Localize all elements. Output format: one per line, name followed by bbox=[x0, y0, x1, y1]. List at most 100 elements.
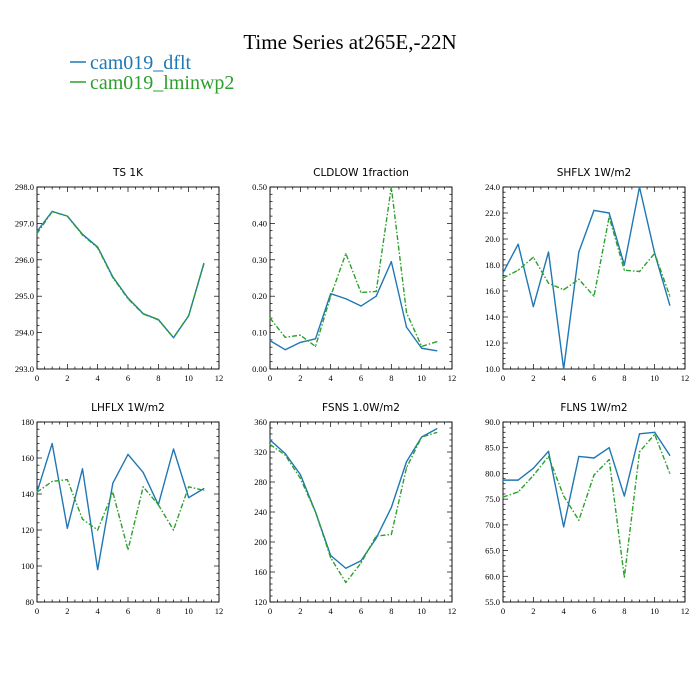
data-point-cam019_lminwp2 bbox=[36, 491, 38, 493]
data-point-cam019_dflt bbox=[299, 341, 301, 344]
y-tick-label: 360 bbox=[254, 417, 267, 427]
x-tick-label: 12 bbox=[448, 606, 457, 616]
data-point-cam019_dflt bbox=[127, 453, 129, 455]
data-point-cam019_dflt bbox=[97, 569, 99, 571]
series-line-cam019_dflt bbox=[269, 428, 438, 569]
data-point-cam019_lminwp2 bbox=[269, 443, 271, 446]
data-point-cam019_lminwp2 bbox=[436, 431, 438, 434]
y-tick-label: 10.0 bbox=[485, 364, 500, 374]
data-point-cam019_lminwp2 bbox=[330, 557, 332, 559]
data-point-cam019_dflt bbox=[578, 455, 580, 458]
series-line-cam019_lminwp2 bbox=[502, 216, 671, 297]
x-tick-label: 4 bbox=[96, 606, 101, 616]
legend: cam019_dflt cam019_lminwp2 bbox=[70, 52, 234, 94]
data-point-cam019_lminwp2 bbox=[623, 576, 625, 578]
series-line-cam019_dflt bbox=[269, 260, 437, 352]
x-tick-label: 6 bbox=[359, 373, 363, 383]
data-point-cam019_dflt bbox=[608, 447, 610, 449]
y-tick-label: 0.30 bbox=[252, 255, 267, 265]
data-point-cam019_dflt bbox=[345, 567, 347, 569]
data-point-cam019_lminwp2 bbox=[360, 291, 362, 294]
y-tick-label: 140 bbox=[21, 489, 34, 499]
x-tick-label: 0 bbox=[268, 606, 272, 616]
data-point-cam019_dflt bbox=[421, 347, 423, 349]
y-tick-label: 80 bbox=[26, 597, 35, 607]
data-point-cam019_lminwp2 bbox=[593, 474, 595, 476]
data-point-cam019_lminwp2 bbox=[81, 234, 84, 236]
y-tick-label: 160 bbox=[21, 453, 34, 463]
x-tick-label: 8 bbox=[389, 373, 393, 383]
data-point-cam019_lminwp2 bbox=[517, 269, 519, 271]
data-point-cam019_lminwp2 bbox=[547, 455, 550, 458]
data-point-cam019_lminwp2 bbox=[578, 519, 580, 521]
data-point-cam019_lminwp2 bbox=[669, 295, 671, 297]
data-point-cam019_dflt bbox=[203, 488, 205, 490]
data-point-cam019_dflt bbox=[436, 428, 438, 430]
x-tick-label: 4 bbox=[96, 373, 101, 383]
data-point-cam019_dflt bbox=[593, 457, 595, 459]
y-tick-label: 293.0 bbox=[15, 364, 34, 374]
data-point-cam019_lminwp2 bbox=[157, 504, 159, 506]
data-point-cam019_lminwp2 bbox=[623, 269, 625, 271]
data-point-cam019_lminwp2 bbox=[421, 345, 423, 348]
data-point-cam019_lminwp2 bbox=[608, 458, 610, 461]
y-tick-label: 297.0 bbox=[15, 218, 34, 228]
panel-5: FSNS 1.0W/m2 0 2 4 6 8 10 12 120 160 200 240 280 320 3… bbox=[254, 402, 456, 616]
x-tick-label: 8 bbox=[622, 606, 626, 616]
legend-label-lminwp2: cam019_lminwp2 bbox=[90, 72, 234, 94]
data-point-cam019_lminwp2 bbox=[502, 277, 504, 279]
y-tick-label: 295.0 bbox=[15, 291, 34, 301]
data-point-cam019_lminwp2 bbox=[390, 186, 392, 188]
panel-6: FLNS 1W/m2 0 2 4 6 8 10 12 55.0 60.0 65.0 70.0 75.0 8… bbox=[485, 402, 689, 616]
data-point-cam019_dflt bbox=[654, 431, 656, 433]
x-tick-label: 8 bbox=[156, 373, 160, 383]
data-point-cam019_dflt bbox=[299, 473, 301, 476]
data-point-cam019_dflt bbox=[669, 454, 671, 457]
x-tick-label: 4 bbox=[562, 606, 567, 616]
x-tick-label: 12 bbox=[215, 373, 224, 383]
x-tick-label: 2 bbox=[65, 373, 69, 383]
y-tick-label: 20.0 bbox=[485, 234, 500, 244]
data-point-cam019_lminwp2 bbox=[36, 232, 38, 235]
y-tick-label: 298.0 bbox=[15, 182, 34, 192]
y-tick-label: 24.0 bbox=[485, 182, 500, 192]
data-point-cam019_lminwp2 bbox=[284, 454, 286, 456]
data-point-cam019_dflt bbox=[547, 251, 550, 253]
x-tick-label: 10 bbox=[650, 373, 659, 383]
data-point-cam019_dflt bbox=[345, 298, 347, 300]
series-line-cam019_dflt bbox=[36, 210, 205, 339]
data-point-cam019_dflt bbox=[314, 338, 317, 340]
data-point-cam019_lminwp2 bbox=[330, 295, 332, 297]
data-point-cam019_lminwp2 bbox=[127, 298, 129, 300]
x-tick-label: 6 bbox=[126, 373, 130, 383]
y-tick-label: 12.0 bbox=[485, 338, 500, 348]
data-point-cam019_lminwp2 bbox=[375, 535, 377, 537]
x-tick-label: 4 bbox=[562, 373, 567, 383]
data-point-cam019_dflt bbox=[502, 272, 504, 274]
data-point-cam019_lminwp2 bbox=[284, 336, 286, 338]
series-line-cam019_lminwp2 bbox=[36, 478, 204, 551]
data-point-cam019_dflt bbox=[81, 468, 84, 470]
y-tick-label: 240 bbox=[254, 507, 267, 517]
panels: TS 1K 0 2 4 6 8 10 12 293.0 294.0 295.0 296.0 297.0 2… bbox=[15, 167, 689, 616]
data-point-cam019_lminwp2 bbox=[345, 581, 347, 584]
data-point-cam019_dflt bbox=[669, 304, 671, 306]
data-point-cam019_dflt bbox=[390, 506, 392, 509]
data-point-cam019_lminwp2 bbox=[638, 270, 641, 273]
data-point-cam019_lminwp2 bbox=[563, 289, 565, 291]
data-point-cam019_lminwp2 bbox=[654, 433, 656, 435]
data-point-cam019_dflt bbox=[547, 450, 550, 452]
x-tick-label: 4 bbox=[329, 606, 334, 616]
x-tick-label: 0 bbox=[35, 373, 39, 383]
data-point-cam019_lminwp2 bbox=[405, 467, 408, 469]
y-tick-label: 90.0 bbox=[485, 417, 500, 427]
data-point-cam019_dflt bbox=[405, 461, 408, 463]
data-point-cam019_dflt bbox=[578, 251, 580, 253]
y-tick-label: 18.0 bbox=[485, 260, 500, 270]
y-tick-label: 180 bbox=[21, 417, 34, 427]
y-tick-label: 55.0 bbox=[485, 597, 500, 607]
y-tick-label: 0.40 bbox=[252, 218, 267, 228]
x-tick-label: 2 bbox=[298, 373, 302, 383]
y-tick-label: 160 bbox=[254, 567, 267, 577]
